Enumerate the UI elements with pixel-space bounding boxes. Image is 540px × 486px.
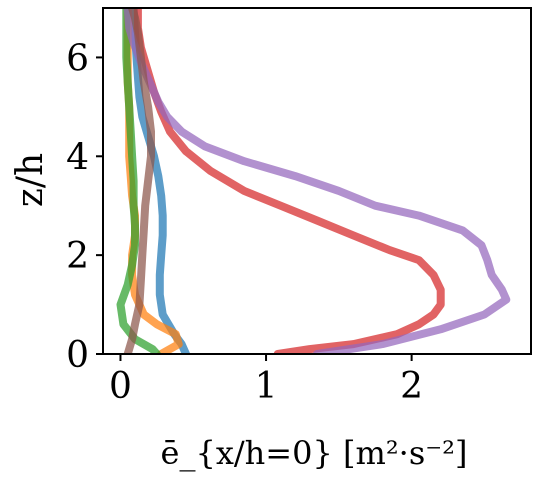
plot-frame	[102, 7, 532, 355]
series-line-1	[129, 8, 190, 354]
y-tick-label: 0	[66, 335, 89, 376]
x-tick-label: 1	[255, 366, 278, 407]
x-tick-label: 2	[400, 366, 423, 407]
y-axis-label: z/h	[10, 153, 51, 207]
y-tick-label: 6	[66, 38, 89, 79]
y-tick-label: 2	[66, 236, 89, 277]
series-line-3	[116, 8, 161, 354]
y-tick-label: 4	[66, 137, 89, 178]
series-layer	[116, 8, 511, 354]
x-tick-label: 0	[109, 366, 132, 407]
series-line-5	[123, 8, 511, 354]
x-axis-label: ē_{x/h=0} [m²·s⁻²]	[161, 434, 468, 472]
series-line-4	[133, 8, 445, 354]
series-line-6	[123, 8, 155, 354]
tick-layer: 0 1 2 0 2 4 6	[66, 38, 423, 407]
